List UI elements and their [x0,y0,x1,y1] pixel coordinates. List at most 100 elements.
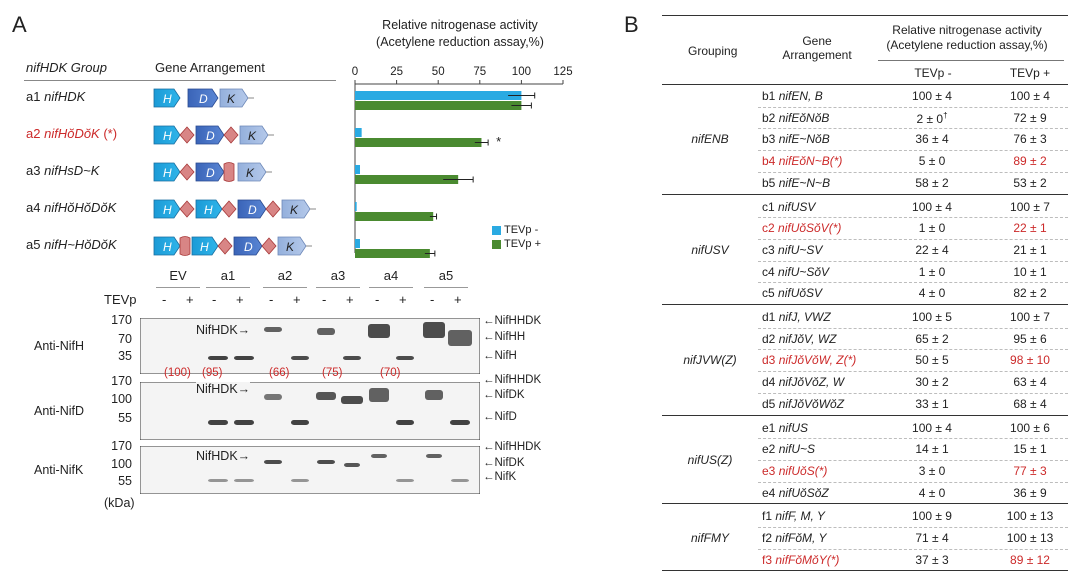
mw-marker: 35 [118,349,132,363]
cell-tevp-plus: 100 ± 13 [1006,509,1054,524]
table-top-rule [662,15,1068,16]
table-row-c2: c2 nifUŏSŏV(*) [762,221,842,236]
cell-tevp-minus: 100 ± 9 [912,509,952,524]
gene-arrangement-diagram: H D K H D K H D K H H D [153,88,316,256]
cell-tevp-minus: 4 ± 0 [918,286,946,301]
cell-tevp-plus: 100 ± 13 [1006,531,1054,545]
row-divider [758,527,1068,528]
gene-row-a4: H H D K [153,199,316,219]
row-divider [758,327,1068,329]
gene-k-block [219,88,249,108]
band-label: ←NifDK [483,457,525,469]
gene-k-label: K [290,203,299,217]
tevp-label: TEVp [104,292,137,307]
bar-tevp-plus-3 [355,212,434,221]
table-row-e2: e2 nifU~S [762,442,816,457]
row-divider [758,371,1068,373]
col-tevp-minus: TEVp - [914,66,952,80]
band-label: ←NifHHDK [483,315,542,327]
cell-tevp-plus: 21 ± 1 [1013,242,1047,257]
col-tevp-plus: TEVp + [1009,66,1051,80]
row-divider [758,150,1068,152]
group-label: nifFMY [690,530,729,545]
bar-tevp-plus-4 [355,249,430,258]
gene-h-label: H [163,240,172,254]
blot-membrane-2 [140,446,480,494]
group-rule [662,193,1068,195]
band-percentage: (75) [322,367,343,379]
cell-tevp-minus: 14 ± 1 [915,442,949,457]
lane-rule [206,287,250,288]
group-label: nifJVW(Z) [683,353,737,368]
band-label: ←NifH [483,350,517,362]
table-row-d1: d1 nifJ, VWZ [762,310,831,324]
gene-h-block [153,88,181,108]
col-gene: Gene Arrangement [782,34,852,62]
row-divider [758,481,1068,483]
inner-band-label: NifHDK→ [196,382,251,396]
table-row-c1: c1 nifUSV [762,199,816,214]
row-divider [758,106,1068,108]
table-row-c5: c5 nifUŏSV [762,286,823,301]
tevp-minus-sign: - [375,292,380,307]
table-row-d5: d5 nifJŏVŏWŏZ [762,396,845,411]
cell-tevp-minus: 71 ± 4 [915,531,949,545]
table-row-b2: b2 nifEŏNŏB [762,110,830,125]
band-label: ←NifHHDK [483,441,542,453]
panel-a-letter: A [12,12,27,37]
blot-membrane-1 [140,382,480,440]
tevp-minus-sign: - [269,292,274,307]
cell-tevp-plus: 36 ± 9 [1013,485,1047,500]
band-label: ←NifK [483,471,517,483]
row-divider [758,392,1068,394]
legend-swatch [492,239,501,249]
legend-item-tevp-plus: TEVp + [492,238,541,250]
linker-loop [223,162,235,182]
band-percentage: (66) [269,367,290,379]
col-activity-title: Relative nitrogenase activity [892,23,1042,37]
significance-star: * [496,134,501,149]
legend-swatch [492,225,501,235]
cell-tevp-minus: 5 ± 0 [918,154,946,169]
table-row-e3: e3 nifUŏS(*) [762,463,828,478]
cell-tevp-plus: 22 ± 1 [1013,221,1047,236]
bar-tevp-minus-2 [355,165,360,174]
cell-tevp-minus: 100 ± 4 [912,89,952,103]
gene-k-label: K [227,92,236,106]
cell-tevp-minus: 58 ± 2 [915,175,949,190]
gene-row-a1: H D K [153,88,254,108]
gene-row-a3: H D K [153,162,272,182]
lane-rule [156,287,200,288]
bar-tevp-plus-0 [355,101,522,110]
row-divider [758,349,1068,351]
cell-tevp-plus: 15 ± 1 [1013,442,1047,457]
blot-membrane-0 [140,318,480,374]
tevp-plus-sign: + [186,292,194,307]
cell-tevp-minus: 22 ± 4 [915,242,949,257]
x-tick-label: 125 [553,66,572,78]
gene-h-label: H [200,240,209,254]
cell-tevp-minus: 4 ± 0 [918,485,946,500]
cell-tevp-plus: 76 ± 3 [1013,132,1047,147]
cell-tevp-minus: 3 ± 0 [918,463,946,478]
tevp-minus-sign: - [212,292,217,307]
row-label-a2: a2 nifHŏDŏK (*) [26,126,118,141]
panel-b-letter: B [624,12,639,37]
cell-tevp-plus: 89 ± 2 [1013,154,1047,169]
antibody-label: Anti-NifK [34,463,84,477]
tevp-minus-sign: - [430,292,435,307]
mw-marker: 55 [118,411,132,425]
mw-marker: 70 [118,332,132,346]
x-tick-label: 75 [473,66,486,78]
tevp-plus-sign: + [399,292,407,307]
col-grouping: Grouping [688,44,738,58]
x-tick-label: 25 [390,66,403,78]
band-percentage: (100) [164,367,191,379]
lane-rule [316,287,360,288]
bar-tevp-minus-3 [355,202,357,211]
row-divider [758,128,1068,130]
gene-k-label: K [248,129,257,143]
cell-tevp-minus: 2 ± 0† [916,110,948,126]
mw-marker: 100 [111,392,132,406]
x-tick-label: 0 [352,66,358,78]
